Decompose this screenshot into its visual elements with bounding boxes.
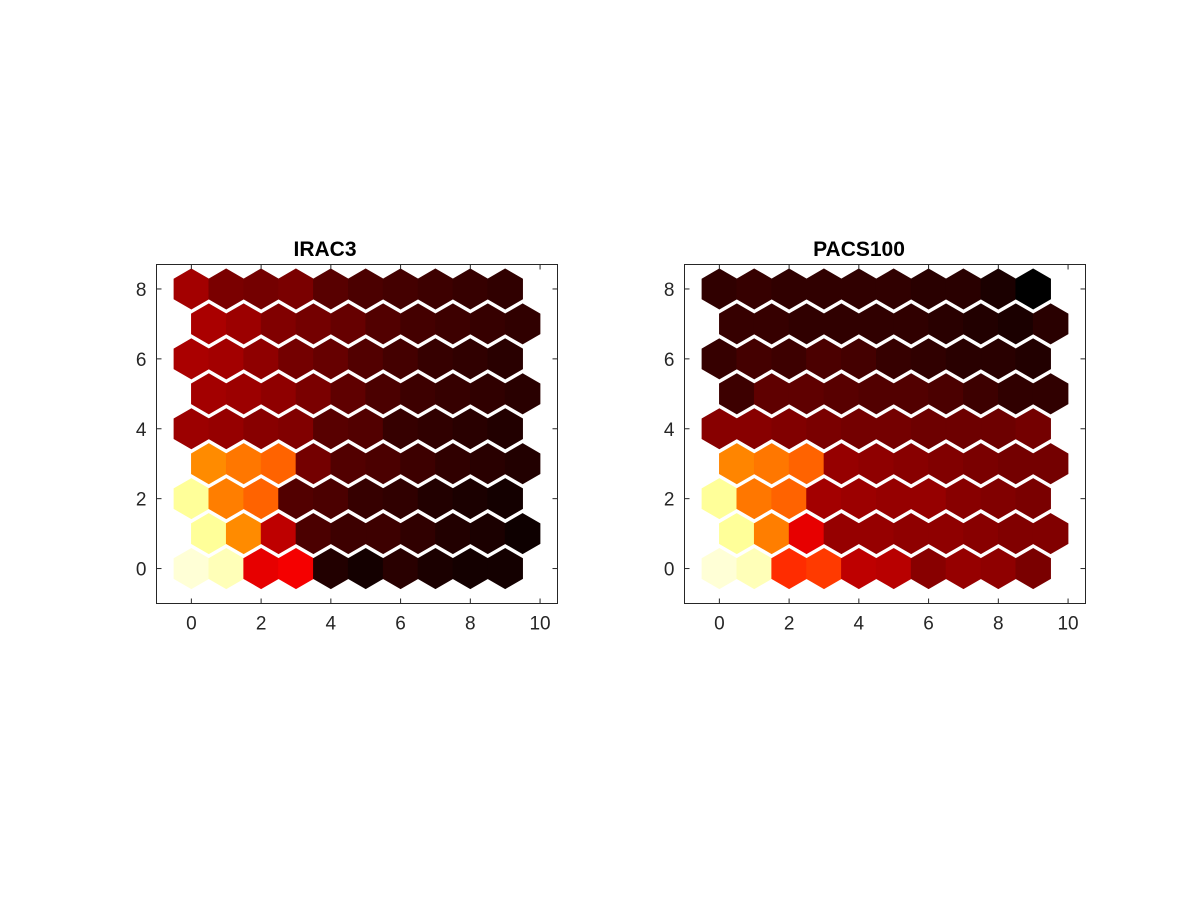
x-tick-label: 10 bbox=[529, 614, 550, 635]
x-tick-label: 4 bbox=[326, 614, 337, 635]
axes-box bbox=[156, 264, 558, 604]
y-tick-label: 0 bbox=[136, 560, 147, 581]
hex-cell bbox=[504, 303, 541, 345]
panel-title: IRAC3 bbox=[293, 238, 356, 261]
y-tick-label: 2 bbox=[136, 490, 147, 511]
hex-cell bbox=[1015, 478, 1051, 520]
y-tick-label: 4 bbox=[664, 420, 675, 441]
x-tick-label: 6 bbox=[923, 614, 934, 635]
x-tick-label: 0 bbox=[714, 614, 725, 635]
hex-cells bbox=[701, 268, 1069, 590]
axis-ticks: 0 2 4 6 8 10 0 2 4 6 8 bbox=[136, 264, 558, 635]
hex-cell bbox=[487, 548, 523, 590]
hex-cell bbox=[1032, 373, 1069, 415]
y-tick-label: 4 bbox=[136, 420, 147, 441]
x-tick-label: 6 bbox=[395, 614, 406, 635]
hex-cell bbox=[487, 408, 523, 450]
x-tick-label: 4 bbox=[854, 614, 865, 635]
irac3-panel: IRAC3 0 2 4 6 8 10 0 2 4 6 8 bbox=[136, 238, 558, 635]
hex-cell bbox=[1015, 268, 1051, 310]
x-tick-label: 8 bbox=[465, 614, 476, 635]
hex-cell bbox=[487, 338, 523, 380]
y-tick-label: 6 bbox=[664, 350, 675, 371]
hex-cell bbox=[1015, 338, 1051, 380]
y-tick-label: 0 bbox=[664, 560, 675, 581]
x-tick-label: 8 bbox=[993, 614, 1004, 635]
hex-cell bbox=[487, 268, 523, 310]
hex-cell bbox=[487, 478, 523, 520]
x-tick-label: 0 bbox=[186, 614, 197, 635]
hex-cell bbox=[1032, 303, 1069, 345]
y-tick-label: 8 bbox=[664, 280, 675, 301]
y-tick-label: 6 bbox=[136, 350, 147, 371]
hex-cell bbox=[504, 513, 541, 555]
hex-cell bbox=[504, 443, 541, 485]
hex-cell bbox=[1015, 548, 1051, 590]
hex-cell bbox=[1032, 443, 1069, 485]
axes-box bbox=[684, 264, 1086, 604]
hex-cell bbox=[1015, 408, 1051, 450]
y-tick-label: 8 bbox=[136, 280, 147, 301]
pacs100-panel: PACS100 0 2 4 6 8 10 0 2 4 6 8 bbox=[664, 238, 1086, 635]
x-tick-label: 2 bbox=[784, 614, 795, 635]
hex-cell bbox=[504, 373, 541, 415]
axis-ticks: 0 2 4 6 8 10 0 2 4 6 8 bbox=[664, 264, 1086, 635]
hex-cell bbox=[1032, 513, 1069, 555]
y-tick-label: 2 bbox=[664, 490, 675, 511]
x-tick-label: 2 bbox=[256, 614, 267, 635]
hex-cells bbox=[173, 268, 541, 590]
x-tick-label: 10 bbox=[1057, 614, 1078, 635]
panel-title: PACS100 bbox=[813, 238, 905, 261]
